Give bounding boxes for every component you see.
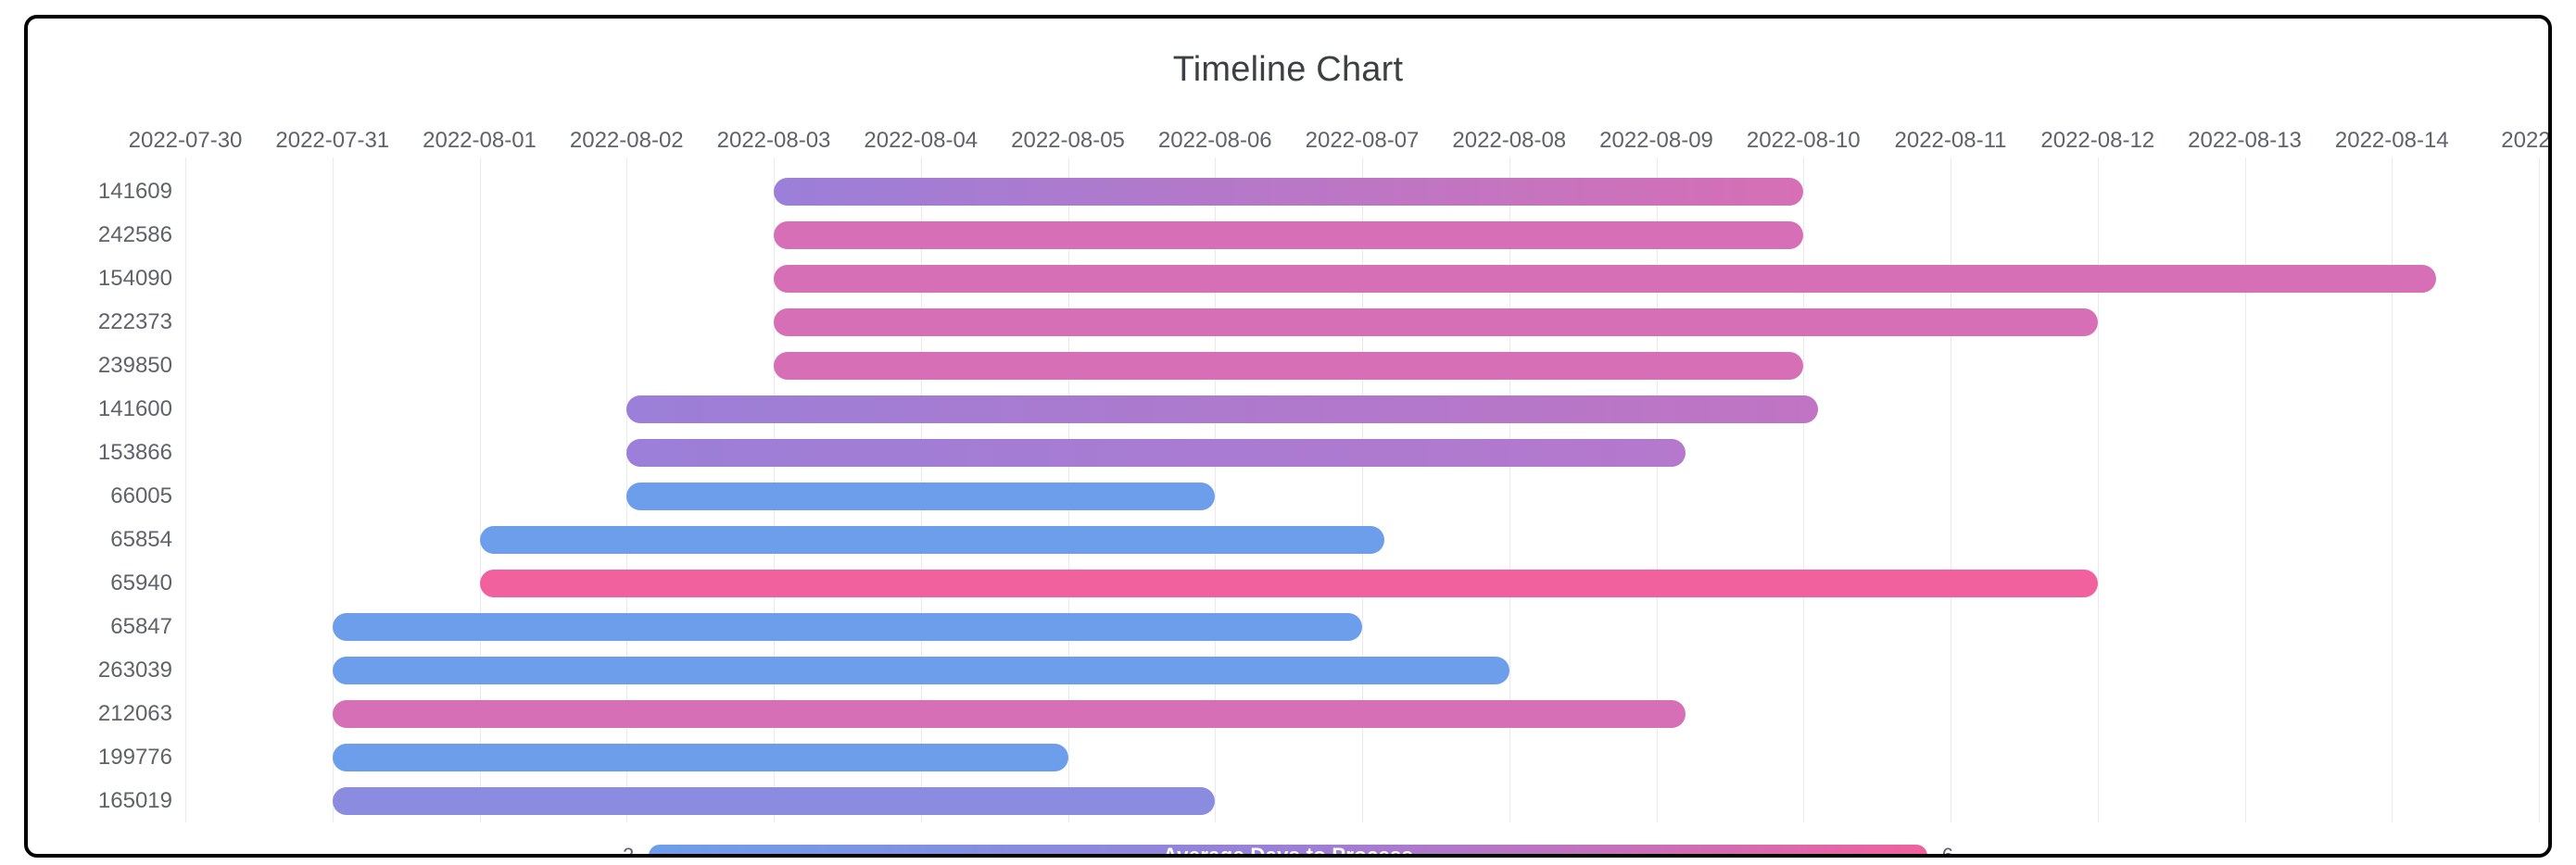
x-grid-line — [2245, 157, 2246, 822]
y-axis-row-label: 153866 — [98, 440, 172, 466]
legend-label: Average Days to Process — [1163, 844, 1413, 858]
y-axis-row-label: 199776 — [98, 745, 172, 771]
timeline-bar[interactable] — [626, 395, 1818, 423]
chart-card: Timeline Chart 2022-07-302022-07-312022-… — [24, 15, 2552, 858]
x-axis-tick-label: 2022-08-03 — [717, 128, 831, 154]
y-axis-row-label: 65854 — [110, 527, 172, 553]
timeline-bar[interactable] — [480, 526, 1384, 554]
x-axis-tick-label: 2022-08-01 — [423, 128, 537, 154]
timeline-bar[interactable] — [774, 265, 2436, 293]
timeline-bar[interactable] — [333, 613, 1362, 641]
timeline-bar[interactable] — [774, 178, 1803, 206]
legend-max-value: 6 — [1942, 844, 1953, 858]
x-grid-line — [333, 157, 334, 822]
x-axis-tick-label: 2022-08-14 — [2335, 128, 2449, 154]
x-axis-tick-label: 2022-08-10 — [1747, 128, 1861, 154]
timeline-bar[interactable] — [626, 483, 1215, 510]
x-axis-tick-label: 2022-08-08 — [1452, 128, 1566, 154]
x-axis-tick-label: 2022-08-09 — [1599, 128, 1713, 154]
x-axis-tick-label: 2022-08-06 — [1158, 128, 1272, 154]
y-axis-row-label: 141609 — [98, 179, 172, 205]
legend: Average Days to Process 2 6 — [28, 845, 2548, 858]
x-axis-tick-label: 2022-... — [2501, 128, 2552, 154]
x-axis-tick-label: 2022-07-30 — [129, 128, 243, 154]
x-grid-line — [2098, 157, 2099, 822]
timeline-bar[interactable] — [774, 352, 1803, 380]
x-axis-tick-label: 2022-08-02 — [570, 128, 684, 154]
timeline-bar[interactable] — [480, 570, 2098, 597]
x-grid-line — [185, 157, 186, 822]
x-axis-tick-label: 2022-08-11 — [1895, 128, 2007, 154]
timeline-bar[interactable] — [333, 657, 1509, 684]
x-axis-tick-label: 2022-08-07 — [1306, 128, 1420, 154]
x-axis-tick-label: 2022-07-31 — [275, 128, 389, 154]
x-axis-tick-label: 2022-08-04 — [864, 128, 978, 154]
y-axis-row-label: 212063 — [98, 701, 172, 727]
timeline-bar[interactable] — [333, 744, 1068, 771]
legend-gradient-bar: Average Days to Process26 — [649, 845, 1927, 858]
y-axis-row-label: 165019 — [98, 788, 172, 814]
x-grid-line — [1803, 157, 1804, 822]
timeline-bar[interactable] — [333, 700, 1686, 728]
x-axis-tick-label: 2022-08-13 — [2188, 128, 2302, 154]
timeline-bar[interactable] — [333, 787, 1216, 815]
timeline-bar[interactable] — [774, 221, 1803, 249]
y-axis-row-label: 154090 — [98, 266, 172, 292]
y-axis-row-label: 242586 — [98, 222, 172, 248]
legend-min-value: 2 — [623, 844, 634, 858]
x-axis-tick-label: 2022-08-12 — [2040, 128, 2154, 154]
y-axis-row-label: 222373 — [98, 309, 172, 335]
y-axis-row-label: 263039 — [98, 658, 172, 683]
y-axis-row-label: 66005 — [110, 483, 172, 509]
timeline-bar[interactable] — [626, 439, 1686, 467]
y-axis-row-label: 141600 — [98, 396, 172, 422]
y-axis-row-label: 65847 — [110, 614, 172, 640]
plot-area: 2022-07-30 2022-07-31 2022-08-01 2022-08-02… — [28, 19, 2548, 854]
x-grid-line — [2392, 157, 2393, 822]
y-axis-row-label: 65940 — [110, 570, 172, 596]
timeline-bar[interactable] — [774, 308, 2098, 336]
outer-container: Timeline Chart 2022-07-302022-07-312022-… — [0, 0, 2576, 865]
y-axis-row-label: 239850 — [98, 353, 172, 379]
x-grid-line — [2539, 157, 2540, 822]
x-axis-tick-label: 2022-08-05 — [1011, 128, 1125, 154]
